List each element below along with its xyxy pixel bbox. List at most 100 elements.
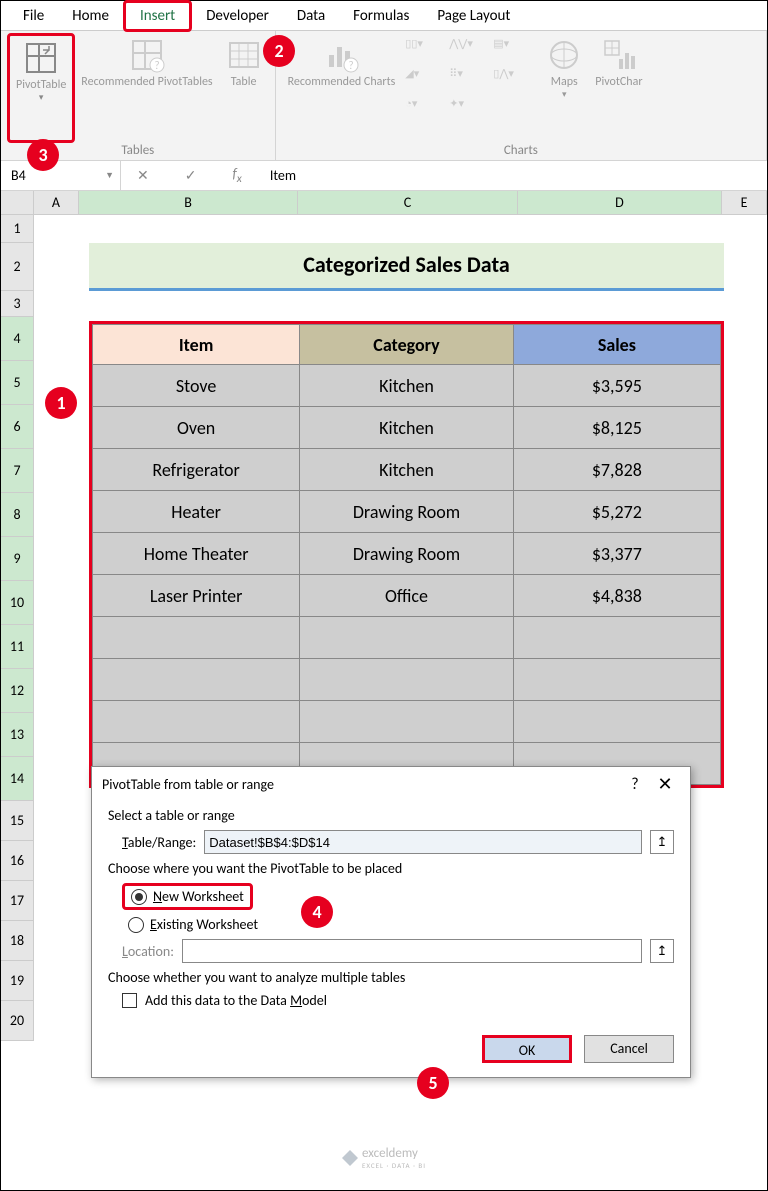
- row-header[interactable]: 11: [1, 625, 34, 669]
- table-row: RefrigeratorKitchen$7,828: [93, 449, 721, 491]
- data-model-checkbox[interactable]: [122, 993, 137, 1008]
- watermark: exceldemy EXCEL · DATA · BI: [342, 1146, 426, 1170]
- chart-type-grid[interactable]: ▯▯▾ ⋀⋁▾ ▤▾ ◢▾ ⠿▾ ▯⋀▾ ◔▾ ✦▾: [401, 33, 539, 143]
- chart-combo-icon[interactable]: ▯⋀▾: [493, 67, 535, 95]
- watermark-text: exceldemy: [362, 1146, 426, 1161]
- row-header[interactable]: 5: [1, 361, 34, 405]
- row-header[interactable]: 13: [1, 713, 34, 757]
- row-header[interactable]: 4: [1, 317, 34, 361]
- recommended-charts-button[interactable]: ? Recommended Charts: [282, 33, 402, 143]
- chart-scatter-icon[interactable]: ⠿▾: [449, 67, 491, 95]
- section3-label: Choose whether you want to analyze multi…: [108, 969, 674, 986]
- table-row: [93, 701, 721, 743]
- name-box-dropdown-icon[interactable]: ▼: [105, 170, 114, 181]
- watermark-logo-icon: [342, 1150, 358, 1166]
- col-header-c[interactable]: C: [298, 191, 517, 215]
- chart-bar-icon[interactable]: ▯▯▾: [405, 37, 447, 65]
- tab-home[interactable]: Home: [58, 3, 123, 29]
- pivottable-button[interactable]: PivotTable ▾: [7, 33, 75, 143]
- select-all-corner[interactable]: [1, 191, 34, 215]
- formula-value[interactable]: Item: [270, 167, 767, 184]
- chart-line-icon[interactable]: ⋀⋁▾: [449, 37, 491, 65]
- formula-bar: B4 ▼ ✕ ✓ fx Item: [1, 161, 767, 191]
- chart-area-icon[interactable]: ◢▾: [405, 67, 447, 95]
- table-button[interactable]: Table: [219, 33, 269, 143]
- tab-insert[interactable]: Insert: [123, 0, 192, 32]
- maps-button[interactable]: Maps ▾: [539, 33, 589, 143]
- table-row: OvenKitchen$8,125: [93, 407, 721, 449]
- tab-page-layout[interactable]: Page Layout: [423, 3, 524, 29]
- maps-label: Maps: [551, 75, 578, 89]
- row-header[interactable]: 3: [1, 291, 34, 317]
- watermark-sub: EXCEL · DATA · BI: [362, 1161, 426, 1170]
- data-table: Item Category Sales StoveKitchen$3,595 O…: [89, 321, 724, 788]
- callout-badge-3: 3: [27, 139, 59, 171]
- column-headers: A B C D E: [1, 191, 767, 215]
- chart-pie-icon[interactable]: ◔▾: [405, 97, 447, 125]
- table-row: Home TheaterDrawing Room$3,377: [93, 533, 721, 575]
- location-selector-icon[interactable]: ↥: [650, 939, 674, 963]
- fx-icon[interactable]: fx: [224, 165, 249, 186]
- ribbon-content: PivotTable ▾ ? Recommended PivotTables T…: [1, 31, 767, 161]
- chart-hbar-icon[interactable]: ▤▾: [493, 37, 535, 65]
- new-worksheet-radio[interactable]: New Worksheet: [122, 883, 253, 910]
- dialog-close-icon[interactable]: ✕: [650, 773, 680, 795]
- row-header[interactable]: 10: [1, 581, 34, 625]
- recommended-pt-label: Recommended PivotTables: [81, 75, 212, 89]
- row-header[interactable]: 17: [1, 881, 34, 921]
- row-header[interactable]: 18: [1, 921, 34, 961]
- callout-badge-5: 5: [417, 1067, 449, 1099]
- table-range-input[interactable]: [204, 830, 642, 854]
- maps-icon: [546, 37, 582, 73]
- row-header[interactable]: 2: [1, 243, 34, 291]
- name-box-value: B4: [11, 167, 26, 184]
- table-icon: [226, 37, 262, 73]
- existing-worksheet-label: Existing Worksheet: [150, 916, 258, 933]
- row-header[interactable]: 9: [1, 537, 34, 581]
- tab-file[interactable]: File: [9, 3, 58, 29]
- data-model-label: Add this data to the Data Model: [145, 992, 327, 1009]
- recommended-charts-label: Recommended Charts: [288, 75, 396, 89]
- table-row: StoveKitchen$3,595: [93, 365, 721, 407]
- radio-unchecked-icon: [128, 917, 144, 933]
- svg-text:?: ?: [154, 59, 159, 72]
- charts-group-label: Charts: [282, 143, 760, 160]
- row-header[interactable]: 20: [1, 1001, 34, 1041]
- tab-data[interactable]: Data: [283, 3, 339, 29]
- range-selector-icon[interactable]: ↥: [650, 830, 674, 854]
- recommended-pivottables-button[interactable]: ? Recommended PivotTables: [75, 33, 218, 143]
- th-item: Item: [93, 325, 300, 365]
- table-row: [93, 659, 721, 701]
- svg-text:?: ?: [349, 59, 354, 72]
- table-range-label: Table/Range:: [122, 834, 196, 851]
- row-headers: 1 2 3 4 5 6 7 8 9 10 11 12 13 14 15 16 1…: [1, 215, 34, 1041]
- row-header[interactable]: 19: [1, 961, 34, 1001]
- tab-developer[interactable]: Developer: [192, 3, 283, 29]
- location-input[interactable]: [182, 939, 642, 963]
- cancel-formula-icon[interactable]: ✕: [129, 167, 157, 184]
- dialog-help-icon[interactable]: ?: [620, 775, 650, 794]
- row-header[interactable]: 7: [1, 449, 34, 493]
- ribbon-group-charts: ? Recommended Charts ▯▯▾ ⋀⋁▾ ▤▾ ◢▾ ⠿▾ ▯⋀…: [276, 31, 767, 160]
- col-header-d[interactable]: D: [518, 191, 722, 215]
- pivotchart-button[interactable]: PivotChar: [589, 33, 648, 143]
- location-label: Location:: [122, 943, 174, 960]
- existing-worksheet-radio[interactable]: Existing Worksheet: [122, 914, 674, 935]
- confirm-formula-icon[interactable]: ✓: [177, 167, 205, 184]
- row-header[interactable]: 14: [1, 757, 34, 801]
- cancel-button[interactable]: Cancel: [584, 1035, 674, 1063]
- radio-checked-icon: [131, 889, 147, 905]
- col-header-e[interactable]: E: [722, 191, 767, 215]
- row-header[interactable]: 16: [1, 841, 34, 881]
- row-header[interactable]: 8: [1, 493, 34, 537]
- col-header-b[interactable]: B: [79, 191, 298, 215]
- row-header[interactable]: 1: [1, 215, 34, 243]
- row-header[interactable]: 12: [1, 669, 34, 713]
- name-box[interactable]: B4 ▼: [1, 161, 121, 190]
- tab-formulas[interactable]: Formulas: [339, 3, 423, 29]
- ok-button[interactable]: OK: [482, 1035, 572, 1063]
- chart-radar-icon[interactable]: ✦▾: [449, 97, 491, 125]
- col-header-a[interactable]: A: [34, 191, 79, 215]
- row-header[interactable]: 15: [1, 801, 34, 841]
- row-header[interactable]: 6: [1, 405, 34, 449]
